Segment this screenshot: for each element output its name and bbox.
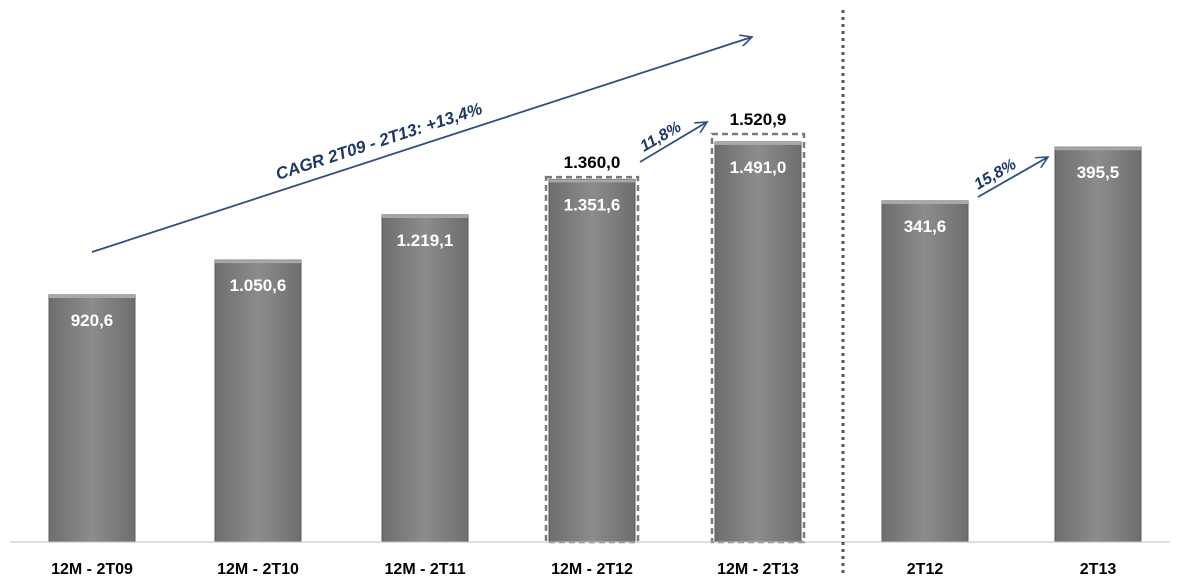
category-label: 2T12 — [907, 561, 944, 578]
bar-value-label: 1.491,0 — [730, 158, 787, 177]
category-label: 12M - 2T09 — [51, 561, 133, 578]
bar-top-highlight — [49, 295, 135, 298]
bar — [381, 214, 469, 543]
dashed-total-label: 1.520,9 — [730, 110, 787, 129]
bar-top-highlight — [382, 214, 468, 218]
category-label: 2T13 — [1080, 561, 1117, 578]
bar-value-label: 1.219,1 — [397, 231, 454, 250]
dashed-total-outline — [710, 132, 806, 544]
bar-top-highlight — [1055, 147, 1141, 151]
bar — [881, 200, 969, 543]
cagr-arrow — [91, 37, 752, 253]
category-label: 12M - 2T12 — [551, 561, 633, 578]
bar-value-label: 920,6 — [71, 311, 114, 330]
growth-quarter-arrow — [977, 157, 1048, 198]
bar — [1054, 146, 1142, 543]
bar — [714, 141, 802, 543]
bar-top-highlight — [882, 201, 968, 204]
category-label: 12M - 2T11 — [385, 561, 466, 578]
bar-top-highlight — [715, 141, 801, 145]
dashed-total-label: 1.360,0 — [564, 153, 621, 172]
bar-top-highlight — [215, 260, 301, 264]
bar-value-label: 1.050,6 — [230, 276, 287, 295]
bar-value-label: 395,5 — [1077, 163, 1120, 182]
bar — [48, 294, 136, 543]
category-label: 12M - 2T10 — [217, 561, 299, 578]
growth-12m-arrow — [639, 122, 707, 163]
category-label: 12M - 2T13 — [717, 561, 799, 578]
bar-value-label: 1.351,6 — [564, 195, 621, 214]
bar — [548, 178, 636, 543]
bar-top-highlight — [549, 179, 635, 183]
bar-value-label: 341,6 — [904, 217, 947, 236]
bar — [214, 259, 302, 543]
cagr-annotation: CAGR 2T09 - 2T13: +13,4% — [273, 99, 484, 184]
